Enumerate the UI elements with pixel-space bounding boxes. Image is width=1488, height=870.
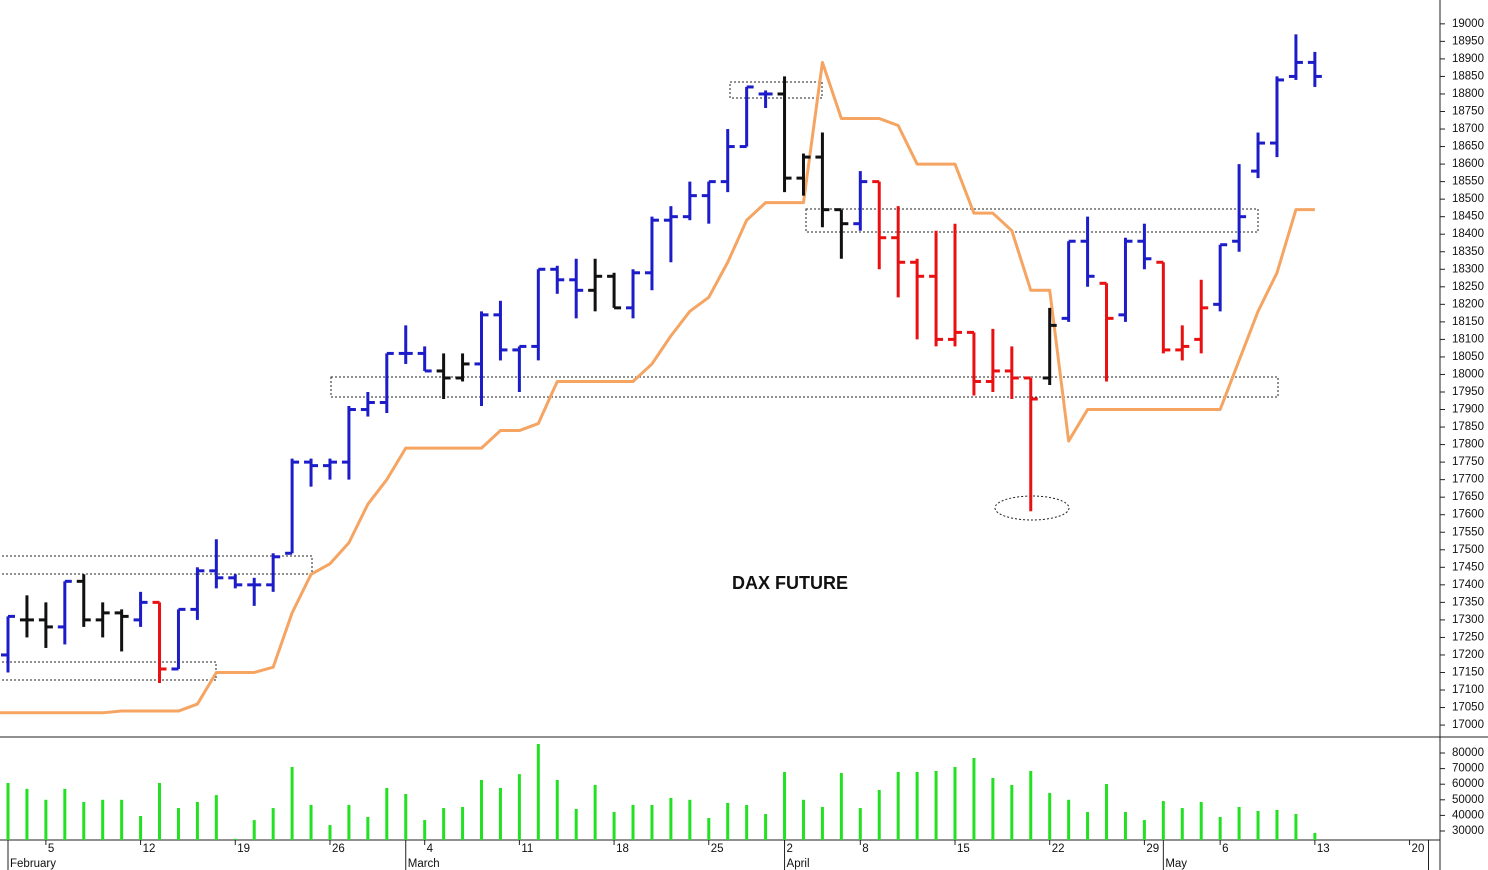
y-tick-label: 17450 [1452,561,1484,573]
y-tick-label: 17000 [1452,719,1484,731]
y-tick-label: 17350 [1452,596,1484,608]
y-tick-label: 18850 [1452,70,1484,82]
y-tick-label: 18400 [1452,228,1484,240]
volume-y-tick-label: 50000 [1452,794,1484,806]
x-tick-label: 19 [237,843,250,855]
y-tick-label: 17250 [1452,631,1484,643]
resistance-zone [805,208,1259,233]
x-tick-label: 26 [332,843,345,855]
y-tick-label: 17100 [1452,684,1484,696]
y-tick-label: 18500 [1452,193,1484,205]
y-tick-label: 18900 [1452,53,1484,65]
month-label: May [1165,858,1187,870]
x-tick-label: 12 [143,843,156,855]
y-tick-label: 17900 [1452,404,1484,416]
x-tick-label: 4 [427,843,434,855]
y-tick-label: 18750 [1452,106,1484,118]
y-tick-label: 18450 [1452,211,1484,223]
volume-y-tick-label: 40000 [1452,809,1484,821]
x-tick-label: 2 [787,843,793,855]
zones [0,81,1279,681]
y-tick-label: 17650 [1452,491,1484,503]
x-tick-label: 11 [521,843,533,855]
y-tick-label: 18600 [1452,158,1484,170]
y-tick-label: 18550 [1452,176,1484,188]
y-tick-label: 17700 [1452,474,1484,486]
low-marker [994,495,1070,521]
y-tick-label: 18150 [1452,316,1484,328]
y-tick-label: 18000 [1452,368,1484,380]
x-tick-label: 22 [1052,843,1065,855]
y-tick-label: 18800 [1452,88,1484,100]
y-tick-label: 17300 [1452,614,1484,626]
y-tick-label: 18050 [1452,351,1484,363]
support-zone [330,376,1279,398]
y-tick-label: 17600 [1452,509,1484,521]
y-tick-label: 18100 [1452,333,1484,345]
annotation: DAX FUTURE [732,573,848,593]
y-tick-label: 19000 [1452,18,1484,30]
month-label: April [787,858,810,870]
y-tick-label: 18650 [1452,141,1484,153]
x-tick-label: 6 [1222,843,1228,855]
y-tick-label: 17550 [1452,526,1484,538]
y-tick-label: 18300 [1452,263,1484,275]
support-zone [0,661,217,681]
y-tick-label: 17200 [1452,649,1484,661]
y-tick-label: 17400 [1452,579,1484,591]
y-tick-label: 17050 [1452,702,1484,714]
y-tick-label: 17500 [1452,544,1484,556]
y-tick-label: 18350 [1452,246,1484,258]
month-label: February [10,858,56,870]
x-tick-label: 18 [616,843,629,855]
y-tick-label: 18700 [1452,123,1484,135]
x-tick-label: 15 [957,843,970,855]
x-tick-label: 29 [1146,843,1159,855]
y-tick-label: 17750 [1452,456,1484,468]
x-tick-label: 8 [862,843,868,855]
support-zone [0,555,313,575]
volume-y-tick-label: 30000 [1452,825,1484,837]
x-tick-label: 25 [711,843,724,855]
y-tick-label: 17950 [1452,386,1484,398]
y-tick-label: 17150 [1452,667,1484,679]
y-tick-label: 17850 [1452,421,1484,433]
resistance-zone [729,81,823,99]
y-tick-label: 18250 [1452,281,1484,293]
volume-y-tick-label: 60000 [1452,778,1484,790]
volume-y-tick-label: 80000 [1452,747,1484,759]
stop-line [0,60,1315,715]
x-tick-label: 5 [48,843,54,855]
x-tick-label: 20 [1412,843,1425,855]
y-tick-label: 18200 [1452,298,1484,310]
month-label: March [408,858,440,870]
x-tick-label: 13 [1317,843,1330,855]
volume-y-tick-label: 70000 [1452,763,1484,775]
y-tick-label: 17800 [1452,439,1484,451]
y-tick-label: 18950 [1452,35,1484,47]
